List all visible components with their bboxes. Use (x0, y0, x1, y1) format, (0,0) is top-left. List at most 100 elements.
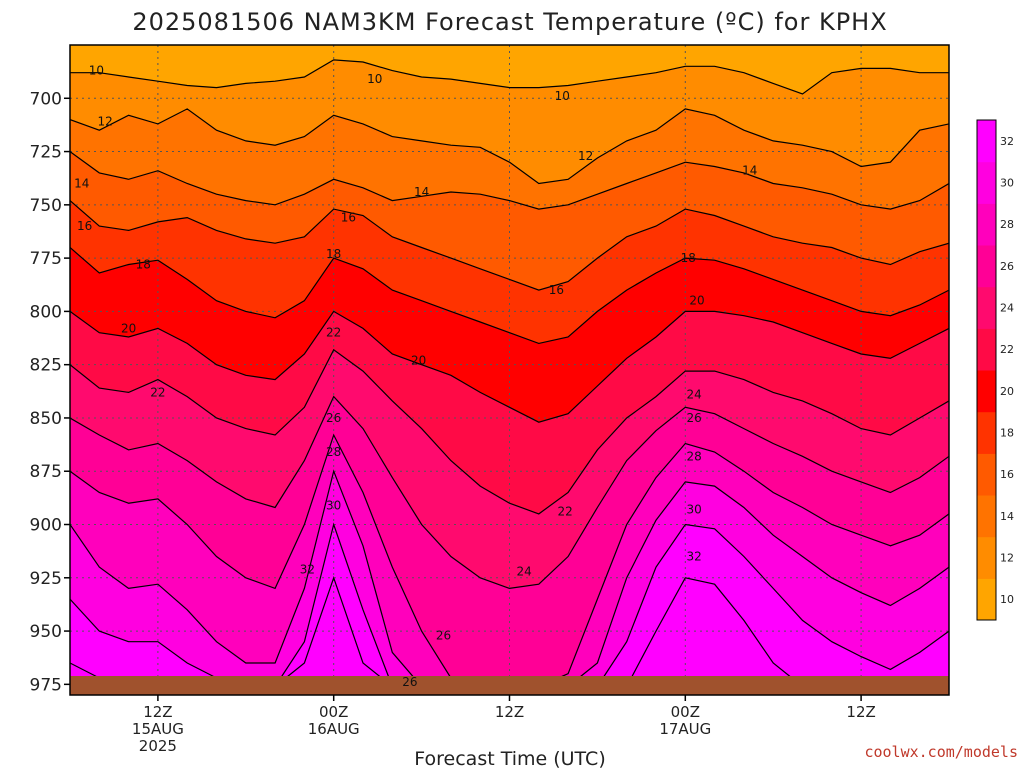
contour-line-22 (70, 348, 949, 515)
contour-label: 10 (555, 89, 570, 103)
temperature-bands (70, 59, 949, 695)
colorbar: 10 12 14 16 18 20 22 24 26 28 30 32 (976, 119, 1014, 621)
colorbar-label: 10 (1000, 593, 1014, 606)
colorbar-label: 22 (1000, 343, 1014, 356)
x-tick-label: 12Z (495, 703, 524, 721)
y-tick-label: 925 (30, 569, 62, 589)
x-tick-label: 15AUG (132, 720, 184, 738)
x-tick-label: 16AUG (308, 720, 360, 738)
contour-line-14 (70, 151, 949, 210)
contour-label: 18 (326, 247, 341, 261)
colorbar-swatch-14 (977, 495, 996, 538)
contour-label: 24 (517, 564, 532, 578)
colorbar-swatch-30 (977, 161, 996, 204)
contour-line-24 (70, 395, 949, 590)
y-tick-label: 850 (30, 409, 62, 429)
colorbar-label: 16 (1000, 468, 1014, 481)
y-tick-label: 975 (30, 675, 62, 695)
contour-label: 26 (686, 411, 701, 425)
contour-label: 22 (150, 385, 165, 399)
contour-line-12 (70, 108, 949, 185)
colorbar-swatch-16 (977, 453, 996, 496)
y-tick-label: 800 (30, 302, 62, 322)
colorbar-swatch-12 (977, 536, 996, 579)
contour-label: 24 (686, 388, 701, 402)
contour-lines (70, 59, 949, 688)
colorbar-swatch-18 (977, 411, 996, 454)
contour-label: 18 (136, 258, 151, 272)
x-tick-label: 12Z (143, 703, 172, 721)
colorbar-label: 30 (1000, 177, 1014, 190)
contour-line-20 (70, 310, 949, 423)
contour-label: 30 (686, 503, 701, 517)
contour-line-16 (70, 200, 949, 291)
contour-label: 14 (74, 177, 89, 191)
colorbar-swatch-10 (977, 578, 996, 621)
y-tick-label: 700 (30, 89, 62, 109)
colorbar-swatch-24 (977, 286, 996, 329)
contour-label: 28 (686, 449, 701, 463)
x-tick-label: 00Z (319, 703, 348, 721)
y-tick-label: 775 (30, 249, 62, 269)
contour-label: 16 (341, 211, 356, 225)
contour-line-10 (70, 59, 949, 95)
colorbar-label: 12 (1000, 552, 1014, 565)
colorbar-frame (976, 119, 997, 621)
contour-label: 10 (367, 72, 382, 86)
y-tick-label: 875 (30, 462, 62, 482)
contour-label: 14 (742, 164, 757, 178)
y-tick-label: 950 (30, 622, 62, 642)
contour-label: 10 (89, 64, 104, 78)
contour-label: 30 (326, 498, 341, 512)
y-tick-label: 900 (30, 516, 62, 536)
colorbar-swatch-32 (977, 120, 996, 163)
contour-label: 32 (686, 549, 701, 563)
colorbar-swatch-26 (977, 245, 996, 288)
x-tick-label: 00Z (671, 703, 700, 721)
y-tick-label: 725 (30, 143, 62, 163)
x-tick-label: 12Z (846, 703, 875, 721)
contour-label: 14 (414, 185, 429, 199)
colorbar-label: 32 (1000, 135, 1014, 148)
colorbar-swatch-28 (977, 203, 996, 246)
colorbar-label: 26 (1000, 260, 1014, 273)
colorbar-label: 20 (1000, 385, 1014, 398)
x-axis-label: Forecast Time (UTC) (414, 748, 605, 768)
contour-label: 20 (689, 294, 704, 308)
band-above-32 (70, 577, 949, 695)
contour-label: 22 (558, 505, 573, 519)
colorbar-label: 18 (1000, 427, 1014, 440)
contour-label: 26 (436, 628, 451, 642)
contour-label: 26 (402, 675, 417, 689)
contour-label: 18 (681, 251, 696, 265)
grid (70, 45, 949, 695)
chart-title: 2025081506 NAM3KM Forecast Temperature (… (132, 8, 887, 36)
colorbar-swatch-22 (977, 328, 996, 371)
colorbar-label: 24 (1000, 302, 1014, 315)
x-tick-label: 17AUG (659, 720, 711, 738)
contour-label: 12 (98, 115, 113, 129)
y-tick-label: 825 (30, 356, 62, 376)
contour-label: 32 (300, 562, 315, 576)
colorbar-label: 14 (1000, 510, 1014, 523)
contour-label: 28 (326, 445, 341, 459)
credit-link[interactable]: coolwx.com/models (864, 743, 1018, 761)
y-tick-label: 750 (30, 196, 62, 216)
contour-label: 22 (326, 326, 341, 340)
y-axis: 700 725 750 775 800 825 850 875 900 925 950 975 (30, 89, 70, 695)
contour-line-18 (70, 247, 949, 345)
plot-area (70, 45, 949, 695)
colorbar-label: 28 (1000, 218, 1014, 231)
contour-labels: 10 10 10 12 12 14 14 14 16 16 16 18 18 18 20 20 20 22 22 22… (74, 64, 757, 690)
contour-label: 16 (77, 219, 92, 233)
contour-label: 12 (578, 149, 593, 163)
ground-surface (70, 676, 949, 695)
contour-label: 26 (326, 411, 341, 425)
contour-label: 16 (549, 283, 564, 297)
contour-label: 20 (411, 353, 426, 367)
x-tick-label: 2025 (139, 737, 177, 755)
colorbar-swatch-20 (977, 370, 996, 413)
contour-label: 20 (121, 321, 136, 335)
